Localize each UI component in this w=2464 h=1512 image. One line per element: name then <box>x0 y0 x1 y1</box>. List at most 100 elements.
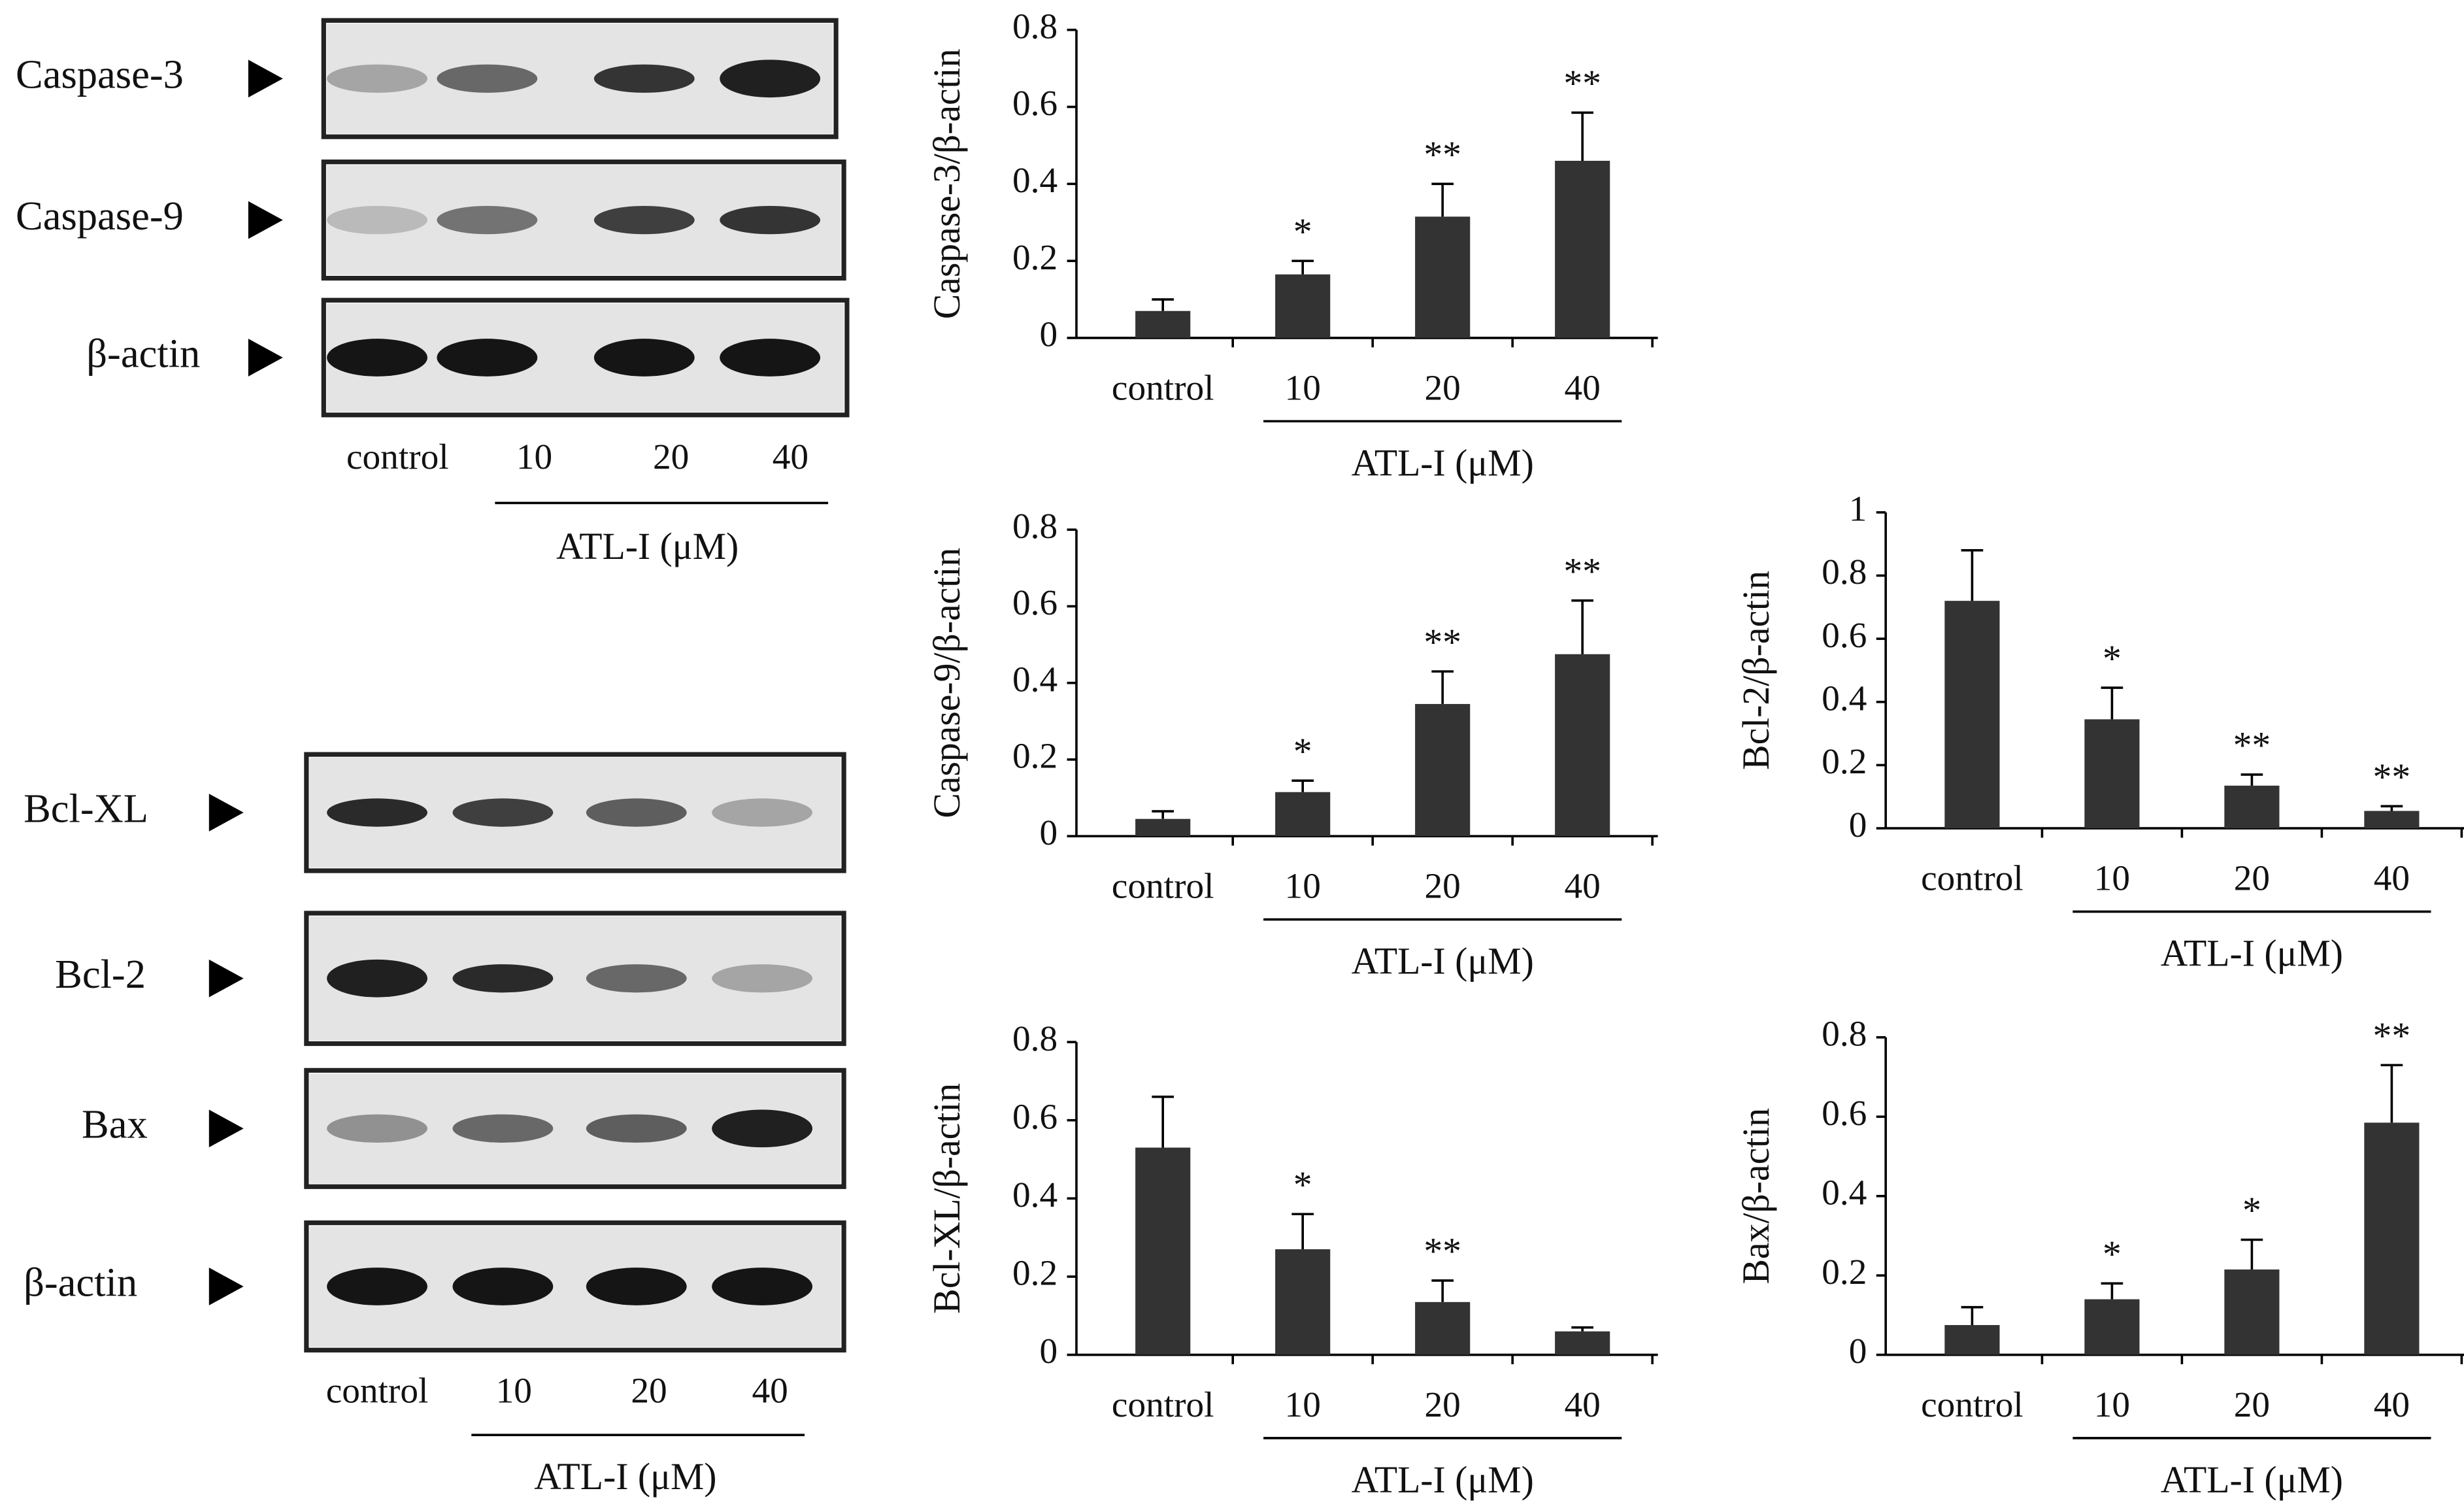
blot-band <box>712 1109 813 1148</box>
bar <box>1135 818 1191 837</box>
blot-frame <box>304 1067 846 1189</box>
blot-row-label: Caspase-3 <box>16 52 184 97</box>
y-axis-label: Bcl-2/β-actin <box>1736 571 1777 770</box>
blot-lane-label: 20 <box>653 437 689 477</box>
bar <box>1135 311 1191 338</box>
blot-arrow <box>248 201 283 239</box>
x-tick-label: 10 <box>1285 866 1321 906</box>
blot-frame <box>304 911 846 1047</box>
significance-mark: ** <box>1423 622 1461 664</box>
x-tick-label: 40 <box>1565 367 1601 407</box>
x-tick-label: 20 <box>2234 1385 2270 1424</box>
blot-row-label: Caspase-9 <box>16 193 184 239</box>
error-bar <box>1152 298 1174 311</box>
blot-band <box>593 64 695 93</box>
blot-lane-label: control <box>346 437 449 477</box>
bar <box>1135 1147 1191 1355</box>
y-axis-label: Caspase-3/β-actin <box>927 48 968 319</box>
blot-row-label: β-actin <box>86 330 200 376</box>
blot-frame <box>304 752 846 873</box>
y-axis-label: Bax/β-actin <box>1736 1108 1777 1285</box>
blot-arrow <box>248 59 283 98</box>
blot-lane-label: 20 <box>631 1370 667 1410</box>
blot-band <box>712 964 813 993</box>
x-tick-label: 40 <box>1565 866 1601 906</box>
y-axis-label: Bcl-XL/β-actin <box>927 1083 968 1314</box>
error-bar <box>1431 1279 1454 1302</box>
blot-x-label: ATL-I (μM) <box>534 1456 716 1498</box>
error-bar <box>1571 111 1593 161</box>
blot-frame <box>321 297 850 418</box>
blot-band <box>437 339 538 377</box>
y-tick-label: 0.4 <box>1012 1175 1057 1215</box>
blot-row-label: β-actin <box>24 1259 137 1305</box>
error-bar <box>2380 1064 2403 1123</box>
x-tick-label: 40 <box>2374 858 2410 898</box>
blot-band <box>452 1114 554 1143</box>
significance-mark: * <box>1293 1165 1312 1206</box>
blot-arrow <box>208 794 244 832</box>
y-tick-label: 0.8 <box>1012 1018 1057 1058</box>
error-bar <box>2101 686 2123 720</box>
significance-mark: * <box>2103 639 2122 680</box>
blot-band <box>452 798 554 827</box>
y-tick-label: 0 <box>1039 1331 1057 1371</box>
significance-mark: * <box>2103 1234 2122 1275</box>
x-tick-label: control <box>1112 367 1214 407</box>
y-tick-label: 1 <box>1849 489 1867 529</box>
error-bar <box>2240 1238 2263 1270</box>
blot-row-label: Bax <box>82 1101 148 1147</box>
y-axis-label: Caspase-9/β-actin <box>927 548 968 818</box>
blot-lane-label: 40 <box>752 1370 788 1410</box>
x-axis-label: ATL-I (μM) <box>1352 1460 1534 1501</box>
y-tick-label: 0.8 <box>1822 552 1867 592</box>
blot-arrow <box>208 1109 244 1148</box>
significance-mark: ** <box>1423 135 1461 176</box>
blot-lane-label: 10 <box>496 1370 532 1410</box>
y-tick-label: 0.8 <box>1822 1014 1867 1054</box>
x-tick-label: 20 <box>2234 858 2270 898</box>
blot-frame <box>321 18 839 139</box>
blot-band <box>327 64 427 93</box>
blot-band <box>452 964 554 993</box>
significance-mark: * <box>2242 1190 2261 1232</box>
y-tick-label: 0.2 <box>1822 741 1867 781</box>
blot-band <box>712 1268 813 1305</box>
significance-mark: ** <box>2373 757 2411 798</box>
blot-band <box>586 798 687 827</box>
bar <box>2224 785 2280 829</box>
y-tick-label: 0.4 <box>1012 659 1057 699</box>
blot-band <box>586 1268 687 1305</box>
bar <box>1275 274 1331 338</box>
error-bar <box>2380 805 2403 811</box>
blot-band <box>586 1114 687 1143</box>
blot-band <box>586 964 687 993</box>
error-bar <box>1961 1305 1984 1326</box>
blot-band <box>593 205 695 235</box>
error-bar <box>1152 1096 1174 1148</box>
y-tick-label: 0 <box>1039 813 1057 852</box>
y-tick-label: 0 <box>1849 805 1867 845</box>
x-axis-label: ATL-I (μM) <box>1352 443 1534 484</box>
bar <box>1555 654 1610 837</box>
significance-mark: ** <box>2373 1016 2411 1057</box>
blot-band <box>327 798 427 827</box>
bar <box>1415 1302 1471 1355</box>
blot-row-label: Bcl-XL <box>24 785 148 831</box>
bar <box>1275 792 1331 837</box>
blot-band <box>720 205 821 235</box>
x-tick-label: 10 <box>2094 858 2130 898</box>
error-bar <box>1571 599 1593 654</box>
x-tick-label: control <box>1112 866 1214 906</box>
blot-x-label: ATL-I (μM) <box>556 526 739 567</box>
x-tick-label: 10 <box>1285 367 1321 407</box>
error-bar <box>1291 1213 1314 1250</box>
error-bar <box>1431 670 1454 704</box>
error-bar <box>1961 549 1984 601</box>
bar <box>1415 703 1471 837</box>
x-axis-label: ATL-I (μM) <box>2161 933 2343 974</box>
x-tick-label: 40 <box>1565 1385 1601 1424</box>
y-tick-label: 0.4 <box>1012 160 1057 200</box>
blot-band <box>452 1268 554 1305</box>
